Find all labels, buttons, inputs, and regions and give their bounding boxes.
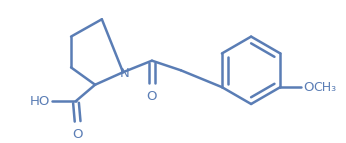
Text: N: N (120, 67, 130, 80)
Text: HO: HO (29, 95, 50, 108)
Text: CH₃: CH₃ (313, 81, 336, 94)
Text: O: O (73, 128, 83, 141)
Text: O: O (147, 90, 157, 103)
Text: O: O (303, 81, 314, 94)
